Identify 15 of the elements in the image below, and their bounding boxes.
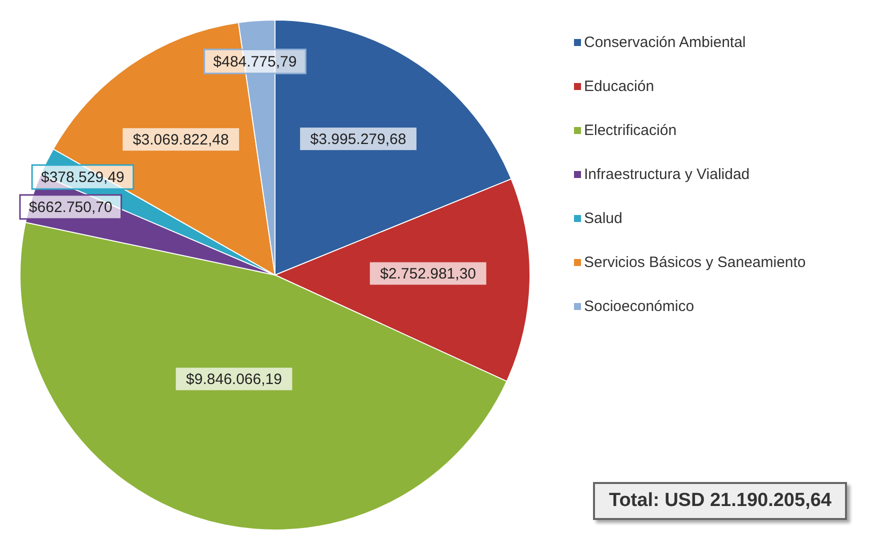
- legend-label: Conservación Ambiental: [584, 34, 746, 50]
- legend-label: Socioeconómico: [584, 298, 694, 314]
- data-label: $2.752.981,30: [380, 265, 476, 282]
- data-label: $378.529,49: [40, 169, 124, 186]
- data-label: $3.995.279,68: [310, 130, 406, 148]
- legend-label: Electrificación: [584, 122, 677, 138]
- text: Total: USD 21.190.205,64: [593, 482, 848, 520]
- data-label: $9.846.066,19: [186, 370, 282, 388]
- data-label: $3.069.822,48: [132, 131, 229, 148]
- data-label: $484.775,79: [213, 53, 297, 70]
- data-label: $662.750,70: [28, 198, 112, 216]
- legend-label: Servicios Básicos y Saneamiento: [584, 254, 806, 270]
- legend-label: Infraestructura y Vialidad: [584, 166, 750, 182]
- legend-label: Salud: [584, 210, 622, 226]
- legend-label: Educación: [584, 78, 654, 94]
